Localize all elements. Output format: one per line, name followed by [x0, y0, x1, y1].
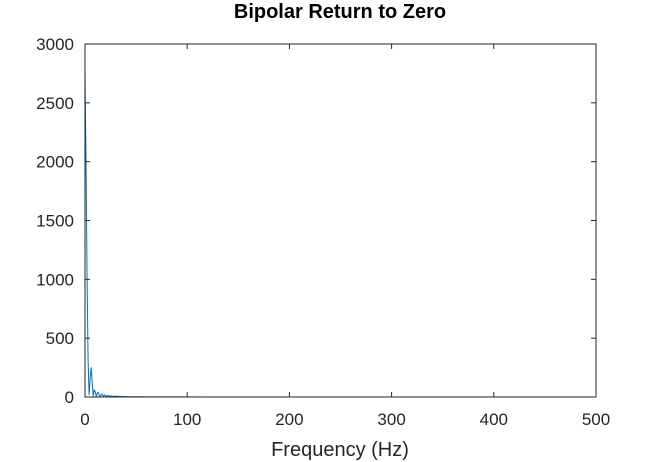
y-tick-label: 2000: [36, 153, 74, 172]
x-tick-label: 300: [377, 410, 405, 429]
y-tick-label: 3000: [36, 35, 74, 54]
y-tick-label: 2500: [36, 94, 74, 113]
plot-area: 0 100 200 300 400 500 0 500 1000 1500 2000 2500 3000: [36, 35, 610, 429]
y-tick-label: 0: [65, 388, 74, 407]
y-tick-label: 500: [46, 329, 74, 348]
x-tick-label: 0: [80, 410, 89, 429]
x-axis-label: Frequency (Hz): [271, 439, 409, 461]
y-tick-label: 1500: [36, 212, 74, 231]
x-tick-label: 400: [480, 410, 508, 429]
x-tick-label: 200: [275, 410, 303, 429]
x-tick-label: 500: [582, 410, 610, 429]
x-tick-label: 100: [173, 410, 201, 429]
y-tick-label: 1000: [36, 270, 74, 289]
chart-title: Bipolar Return to Zero: [234, 1, 446, 23]
